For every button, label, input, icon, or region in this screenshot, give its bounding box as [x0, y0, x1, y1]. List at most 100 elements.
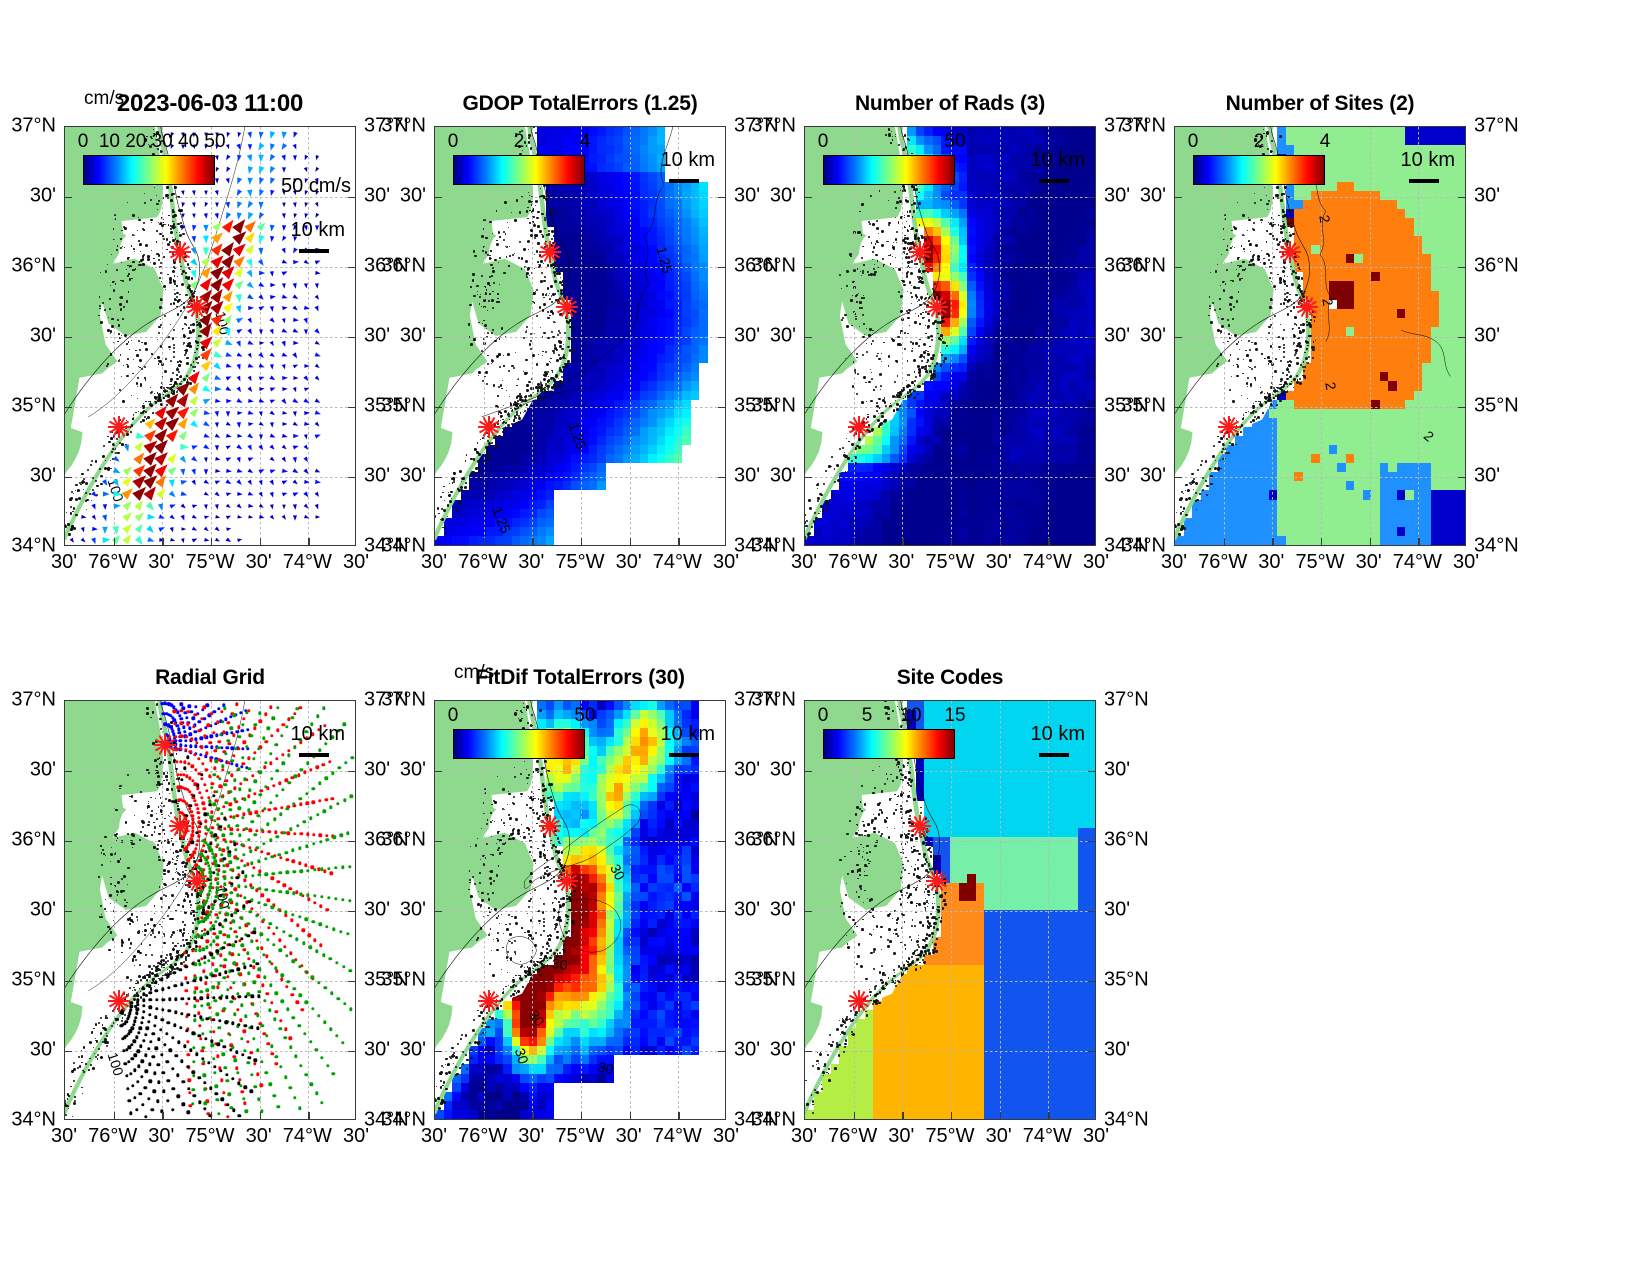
y-tick	[435, 337, 442, 339]
gridline-vertical	[678, 127, 680, 545]
gridline-horizontal	[805, 911, 1095, 912]
gridline-vertical	[1418, 127, 1420, 545]
distance-scale-label: 10 km	[1401, 149, 1455, 172]
y-axis-label-right: 36°N	[364, 829, 409, 852]
current-vector	[181, 213, 186, 219]
y-tick	[435, 911, 442, 913]
gridline-vertical	[1223, 127, 1225, 545]
current-vector	[214, 178, 219, 185]
current-vector	[214, 398, 221, 404]
y-axis-label-right: 30'	[1104, 465, 1130, 488]
current-vector	[281, 340, 287, 348]
current-vector	[292, 317, 299, 323]
gridline-vertical	[951, 701, 952, 1119]
x-axis-label: 74°W	[283, 1125, 332, 1148]
x-tick	[1048, 1112, 1050, 1119]
current-vector	[237, 433, 243, 439]
contour-overlay	[435, 127, 725, 417]
gridline-vertical	[211, 701, 212, 1119]
map-axes-nsites: 2 2 2 2 0 2 4 10 km	[1174, 126, 1466, 546]
current-vector	[214, 190, 220, 196]
gridline-horizontal	[805, 407, 1095, 408]
coastline-speckles	[805, 701, 1095, 1119]
y-tick	[65, 1051, 72, 1053]
y-tick	[805, 407, 812, 409]
current-vector	[303, 329, 309, 336]
current-vector	[281, 375, 288, 381]
y-axis-label: 34°N	[734, 535, 796, 558]
y-tick	[718, 771, 725, 773]
gridline-vertical	[162, 701, 164, 1119]
vector-scale-label: 50 cm/s	[281, 175, 351, 198]
y-tick	[348, 337, 355, 339]
y-tick	[65, 197, 72, 199]
y-axis-label-right: 36°N	[734, 829, 779, 852]
x-axis-label: 30'	[986, 1125, 1012, 1148]
coastline-path	[435, 701, 725, 991]
current-vector	[180, 443, 190, 452]
current-vector	[203, 190, 208, 196]
current-vector	[226, 398, 232, 404]
y-tick	[1088, 477, 1095, 479]
y-axis-label-right: 35°N	[734, 395, 779, 418]
y-axis-label: 37°N	[0, 115, 56, 138]
gridline-horizontal	[65, 337, 355, 338]
x-axis-label: 30'	[246, 1125, 272, 1148]
y-tick	[435, 197, 442, 199]
map-axes-sitecodes: 0 5 10 15 10 km	[804, 700, 1096, 1120]
current-vector	[259, 329, 264, 336]
y-tick	[1175, 407, 1182, 409]
current-vector	[248, 503, 255, 509]
x-tick	[1321, 538, 1323, 545]
radial-grid-site-4	[65, 701, 355, 1119]
current-vector	[113, 502, 122, 509]
current-vector	[292, 410, 298, 417]
y-axis-label: 34°N	[364, 535, 426, 558]
y-tick	[348, 911, 355, 913]
current-vector	[293, 340, 299, 346]
x-tick	[678, 1112, 680, 1119]
y-axis-label-right: 34°N	[1474, 535, 1519, 558]
y-tick	[1175, 337, 1182, 339]
current-vector	[224, 328, 232, 338]
y-axis-label-right: 36°N	[1104, 829, 1149, 852]
x-axis-label: 30'	[421, 1125, 447, 1148]
y-tick	[348, 771, 355, 773]
y-tick	[718, 197, 725, 199]
y-axis-label: 30'	[734, 185, 796, 208]
x-tick	[999, 1112, 1002, 1119]
y-axis-label-right: 30'	[734, 899, 760, 922]
gridline-vertical	[1369, 127, 1371, 545]
x-tick	[902, 1112, 904, 1119]
x-tick	[259, 1112, 262, 1119]
colorbar-unit-label: cm/s	[454, 662, 494, 684]
panel-totals: 2023-06-03 11:00 100 100 0 10 20 30 40 50 50 cm/s…	[11, 88, 408, 582]
current-vector	[292, 433, 300, 439]
x-axis-label: 74°W	[1393, 551, 1442, 574]
y-axis-label-right: 36°N	[1474, 255, 1519, 278]
gridline-vertical	[853, 127, 855, 545]
gridline-horizontal	[1175, 267, 1465, 268]
x-tick	[308, 1112, 310, 1119]
y-axis-label-right: 30'	[1104, 325, 1130, 348]
gridline-vertical	[1048, 127, 1050, 545]
gridline-vertical	[259, 701, 261, 1119]
y-axis-label: 35°N	[1104, 395, 1166, 418]
x-tick	[259, 538, 262, 545]
x-tick	[483, 538, 486, 545]
y-axis-label: 34°N	[0, 535, 56, 558]
x-tick	[999, 538, 1002, 545]
x-tick	[853, 1112, 856, 1119]
y-axis-label: 30'	[364, 185, 426, 208]
distance-scale-label: 10 km	[291, 723, 345, 746]
current-vector	[236, 468, 244, 474]
y-axis-label: 30'	[0, 465, 56, 488]
y-axis-label-right: 37°N	[1474, 115, 1519, 138]
x-axis-label: 74°W	[283, 551, 332, 574]
y-axis-label: 35°N	[0, 395, 56, 418]
y-axis-label-right: 30'	[364, 185, 390, 208]
gridline-vertical	[308, 701, 310, 1119]
x-tick	[1223, 538, 1226, 545]
y-axis-label: 35°N	[734, 395, 796, 418]
pamlico-inner-land	[1211, 258, 1274, 336]
